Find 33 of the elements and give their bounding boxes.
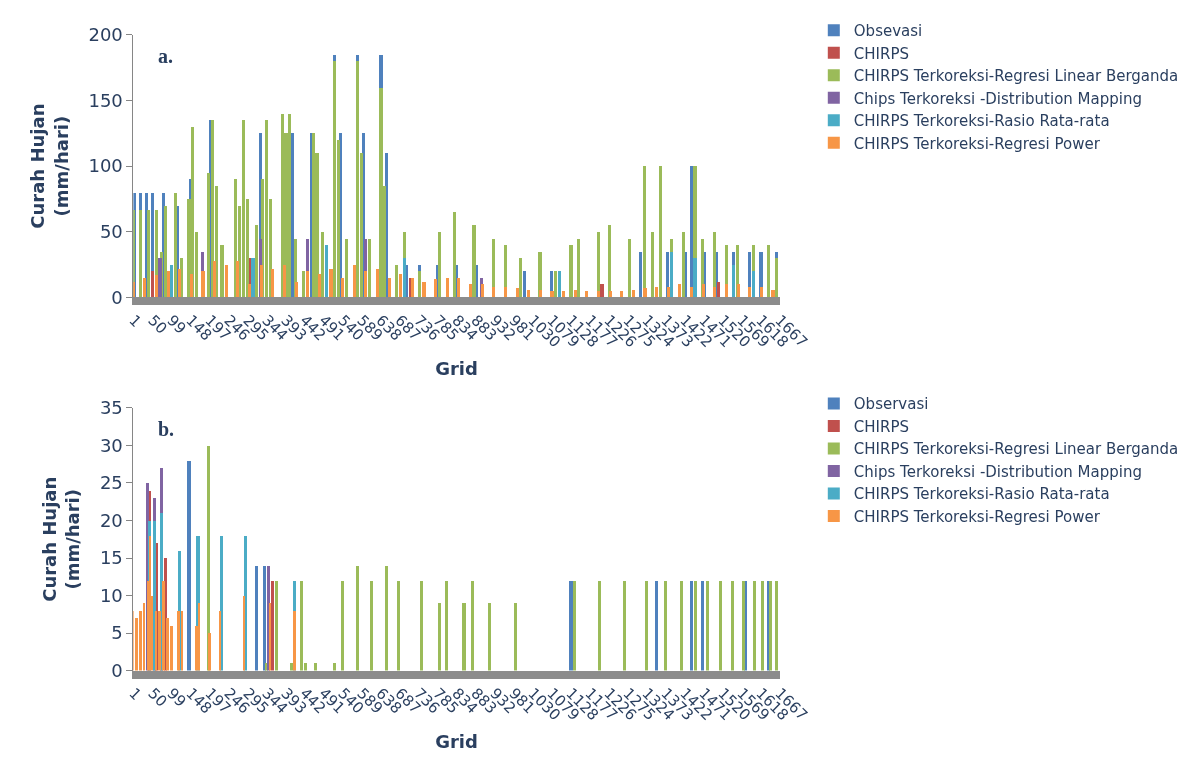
y-tick-label: 25	[99, 472, 123, 494]
legend-label: CHIRPS Terkoreksi-Rasio Rata-rata	[853, 112, 1110, 131]
legend-label: Chips Terkoreksi -Distribution Mapping	[853, 89, 1142, 108]
y-tick-label: 0	[111, 286, 123, 308]
y-tick-label: 20	[99, 509, 123, 531]
legend-label: CHIRPS Terkoreksi-Rasio Rata-rata	[853, 485, 1110, 504]
x-tick-label: 1	[125, 311, 145, 331]
y-axis-title: Curah Hujan (mm/hari)	[27, 103, 72, 229]
y-axis-title: Curah Hujan (mm/hari)	[38, 476, 84, 602]
y-tick-label: 150	[88, 89, 123, 111]
y-tick-label: 200	[88, 24, 123, 46]
text: b.	[158, 418, 175, 440]
x-tick-label: 1	[125, 684, 145, 704]
legend-label: CHIRPS Terkoreksi-Regresi Power	[853, 134, 1101, 153]
text: a.	[158, 45, 173, 67]
x-axis-title: Grid	[435, 357, 478, 379]
legend-label: CHIRPS Terkoreksi-Regresi Linear Berganda	[853, 440, 1179, 459]
legend-label: CHIRPS	[853, 44, 909, 63]
y-tick-label: 0	[111, 659, 123, 681]
x-axis-title: Grid	[435, 730, 478, 752]
y-tick-label: 10	[99, 584, 123, 606]
legend-label: Observasi	[853, 395, 929, 414]
y-tick-label: 100	[88, 155, 123, 177]
legend-label: CHIRPS Terkoreksi-Regresi Linear Berganda	[853, 67, 1179, 86]
y-tick-label: 5	[111, 622, 123, 644]
y-tick-label: 35	[99, 397, 123, 419]
legend-label: Obsevasi	[853, 22, 923, 41]
legend-label: CHIRPS	[853, 417, 909, 436]
legend-label: Chips Terkoreksi -Distribution Mapping	[853, 462, 1142, 481]
y-tick-label: 30	[99, 434, 123, 456]
y-tick-label: 15	[99, 547, 123, 569]
legend-label: CHIRPS Terkoreksi-Regresi Power	[853, 507, 1101, 526]
y-tick-label: 50	[99, 221, 123, 243]
